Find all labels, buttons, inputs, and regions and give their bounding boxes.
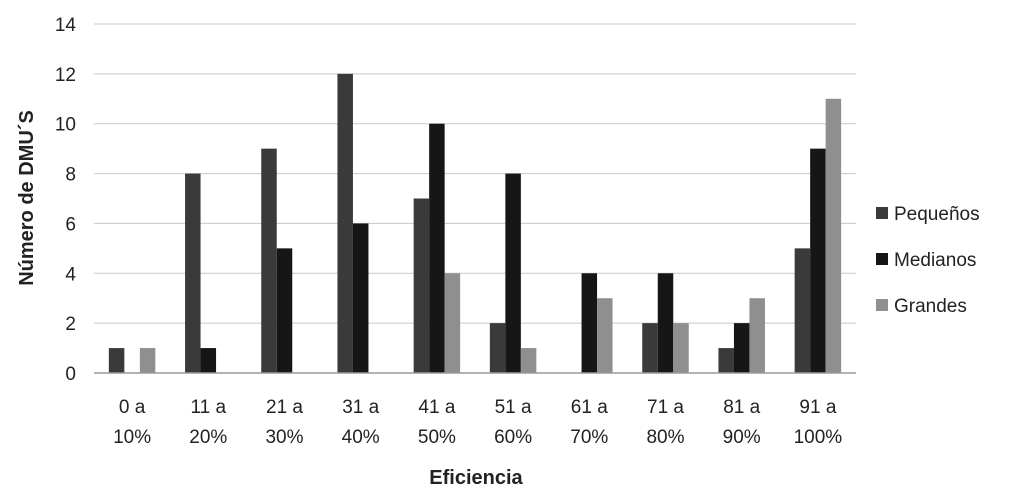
- y-tick-labels: 0 2 4 6 8 10 12 14: [55, 15, 77, 385]
- y-axis-title: Número de DMU´S: [16, 110, 38, 286]
- legend-swatch: [876, 207, 888, 219]
- x-tick-label: 51 a: [495, 397, 532, 418]
- bar-grandes: [444, 273, 461, 373]
- bar-pequeños: [185, 173, 201, 373]
- x-tick-label: 50%: [418, 427, 456, 448]
- bar-pequeños: [794, 248, 811, 373]
- bar-pequeños: [489, 323, 506, 373]
- bar-grandes: [597, 298, 613, 373]
- bar-medianos: [352, 223, 369, 373]
- y-tick-label: 10: [55, 115, 76, 136]
- bar-grandes: [673, 323, 689, 373]
- bar-medianos: [810, 148, 826, 373]
- y-tick-label: 0: [65, 364, 76, 385]
- x-tick-label: 80%: [646, 427, 684, 448]
- bar-medianos: [429, 123, 445, 373]
- bar-medianos: [657, 273, 674, 373]
- x-tick-label: 71 a: [647, 397, 684, 418]
- bar-grandes: [139, 348, 156, 373]
- y-tick-label: 6: [65, 214, 76, 235]
- y-tick-label: 12: [55, 65, 76, 86]
- x-tick-label: 90%: [723, 427, 761, 448]
- bar-pequeños: [261, 148, 277, 373]
- bar-pequeños: [413, 198, 430, 373]
- y-tick-label: 2: [65, 314, 76, 335]
- x-tick-label: 100%: [794, 427, 843, 448]
- bar-medianos: [581, 273, 598, 373]
- bar-grandes: [520, 348, 537, 373]
- legend-label: Pequeños: [894, 204, 980, 225]
- x-tick-label: 21 a: [266, 397, 303, 418]
- bars-group: [108, 73, 842, 374]
- y-tick-label: 8: [65, 165, 76, 186]
- x-tick-label: 40%: [342, 427, 380, 448]
- bar-pequeños: [642, 323, 658, 373]
- bar-pequeños: [337, 73, 353, 373]
- x-tick-label: 41 a: [418, 397, 455, 418]
- x-tick-label: 0 a: [119, 397, 146, 418]
- x-tick-label: 60%: [494, 427, 532, 448]
- bar-medianos: [505, 173, 521, 373]
- grid-lines: [94, 23, 856, 324]
- x-tick-label: 10%: [113, 427, 151, 448]
- x-tick-label: 91 a: [799, 397, 836, 418]
- legend-swatch: [876, 253, 888, 265]
- bar-medianos: [276, 248, 293, 373]
- bar-medianos: [200, 348, 217, 373]
- bar-grandes: [825, 98, 842, 374]
- bar-pequeños: [108, 348, 125, 373]
- x-tick-label: 31 a: [342, 397, 379, 418]
- x-tick-label: 30%: [265, 427, 303, 448]
- y-tick-label: 14: [55, 15, 77, 36]
- x-axis-title: Eficiencia: [429, 467, 523, 489]
- x-tick-label: 20%: [189, 427, 227, 448]
- legend-swatch: [876, 299, 888, 311]
- x-tick-label: 61 a: [571, 397, 608, 418]
- legend-label: Medianos: [894, 250, 976, 271]
- x-tick-labels: 0 a 10% 11 a 20% 21 a 30% 31 a 40% 41 a 50% 51 a 60…: [113, 397, 842, 448]
- legend: Pequeños Medianos Grandes: [876, 204, 980, 317]
- x-tick-label: 11 a: [191, 397, 227, 418]
- bar-pequeños: [718, 348, 734, 373]
- y-tick-label: 4: [65, 264, 76, 285]
- bar-medianos: [733, 323, 750, 373]
- legend-label: Grandes: [894, 296, 967, 317]
- x-tick-label: 81 a: [723, 397, 760, 418]
- x-tick-label: 70%: [570, 427, 608, 448]
- bar-grandes: [749, 298, 765, 373]
